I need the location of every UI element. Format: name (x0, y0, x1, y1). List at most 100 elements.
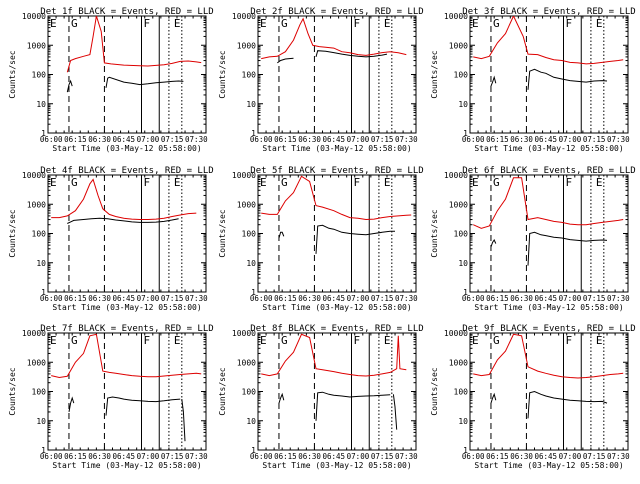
y-axis-label: Counts/sec (430, 367, 439, 415)
series-events-line (315, 391, 391, 421)
y-tick-label: 10000 (444, 171, 468, 180)
y-tick-label: 100 (454, 230, 469, 239)
series-events-line (278, 231, 285, 239)
series-events-line (67, 217, 179, 224)
marker-letter: E (384, 334, 391, 347)
x-tick-label: 06:30 (88, 294, 111, 303)
x-tick-label: 06:00 (250, 294, 273, 303)
y-tick-label: 10000 (444, 329, 468, 338)
y-tick-label: 1000 (27, 41, 46, 50)
marker-letter: E (174, 17, 181, 30)
marker-letter: F (144, 176, 151, 189)
y-tick-label: 1 (251, 129, 256, 138)
panel-title: Det 6f BLACK = Events, RED = LLD (462, 166, 635, 176)
marker-letter: E (174, 176, 181, 189)
y-tick-label: 10 (458, 259, 468, 268)
y-tick-label: 1000 (449, 358, 468, 367)
panel-title: Det 2f BLACK = Events, RED = LLD (250, 7, 423, 17)
x-tick-label: 07:30 (607, 294, 630, 303)
marker-letter: G (281, 17, 288, 30)
x-tick-label: 07:15 (583, 294, 606, 303)
x-tick-label: 06:00 (462, 135, 485, 144)
series-events-line (277, 57, 294, 64)
y-tick-label: 10000 (232, 12, 256, 21)
y-tick-label: 100 (454, 71, 469, 80)
x-tick-label: 07:15 (161, 452, 184, 461)
y-tick-label: 100 (242, 230, 257, 239)
x-tick-label: 06:45 (322, 294, 345, 303)
y-tick-label: 10 (36, 417, 46, 426)
panel-1: Det 1f BLACK = Events, RED = LLD 1 10 100 10… (8, 7, 214, 153)
x-tick-label: 07:30 (395, 294, 418, 303)
y-tick-label: 100 (32, 388, 47, 397)
series-lld-line (261, 333, 407, 377)
y-tick-label: 10000 (22, 329, 46, 338)
x-axis-label: Start Time (03-May-12 05:58:00) (262, 144, 411, 153)
series-events-line (278, 392, 285, 404)
y-tick-label: 100 (454, 388, 469, 397)
x-tick-label: 06:30 (88, 452, 111, 461)
panel-title: Det 3f BLACK = Events, RED = LLD (462, 7, 635, 17)
x-axis-label: Start Time (03-May-12 05:58:00) (474, 144, 623, 153)
y-tick-label: 1 (463, 129, 468, 138)
x-tick-label: 06:45 (534, 294, 557, 303)
series-events-line (105, 396, 181, 416)
x-axis-label: Start Time (03-May-12 05:58:00) (474, 461, 623, 470)
marker-letter: E (50, 17, 57, 30)
marker-letter: E (260, 17, 267, 30)
x-tick-label: 07:30 (607, 135, 630, 144)
panel-title: Det 5f BLACK = Events, RED = LLD (250, 166, 423, 176)
y-tick-label: 10000 (444, 12, 468, 21)
series-events-line (490, 75, 497, 87)
series-events-line (66, 79, 73, 93)
x-tick-label: 07:00 (137, 294, 160, 303)
x-tick-label: 07:15 (371, 452, 394, 461)
y-tick-label: 100 (32, 71, 47, 80)
y-tick-label: 10000 (22, 12, 46, 21)
series-lld-line (473, 16, 624, 65)
panel-2: Det 2f BLACK = Events, RED = LLD 1 10 100 10… (218, 7, 424, 153)
x-tick-label: 06:15 (274, 135, 297, 144)
x-tick-label: 06:30 (298, 294, 321, 303)
series-lld-line (51, 178, 197, 220)
y-tick-label: 1 (251, 446, 256, 455)
x-axis-label: Start Time (03-May-12 05:58:00) (52, 303, 201, 312)
panel-title: Det 7f BLACK = Events, RED = LLD (40, 324, 213, 334)
series-events-line (181, 399, 186, 442)
marker-letter: E (50, 176, 57, 189)
y-axis-label: Counts/sec (430, 50, 439, 98)
marker-letter: G (71, 176, 78, 189)
marker-letter: E (596, 17, 603, 30)
x-tick-label: 06:30 (510, 294, 533, 303)
marker-letter: E (260, 176, 267, 189)
x-tick-label: 07:30 (185, 135, 208, 144)
marker-letter: E (596, 176, 603, 189)
marker-letter: G (493, 17, 500, 30)
marker-letter: E (50, 334, 57, 347)
x-tick-label: 07:00 (347, 452, 370, 461)
y-axis-label: Counts/sec (8, 209, 17, 257)
x-tick-label: 06:00 (40, 452, 63, 461)
x-tick-label: 06:15 (486, 135, 509, 144)
series-lld-line (472, 177, 624, 229)
y-tick-label: 1000 (449, 200, 468, 209)
x-tick-label: 07:00 (347, 135, 370, 144)
series-events-line (315, 50, 388, 58)
x-axis-label: Start Time (03-May-12 05:58:00) (52, 144, 201, 153)
marker-letter: F (354, 334, 361, 347)
y-tick-label: 10000 (232, 171, 256, 180)
x-tick-label: 06:30 (510, 452, 533, 461)
marker-letter: E (384, 17, 391, 30)
y-tick-label: 10000 (232, 329, 256, 338)
y-tick-label: 1000 (449, 41, 468, 50)
x-tick-label: 06:45 (322, 452, 345, 461)
x-tick-label: 06:15 (274, 452, 297, 461)
marker-letter: E (384, 176, 391, 189)
panel-5: Det 5f BLACK = Events, RED = LLD 1 10 100 10… (218, 166, 424, 312)
panel-4: Det 4f BLACK = Events, RED = LLD 1 10 100 10… (8, 166, 214, 312)
x-tick-label: 07:30 (185, 294, 208, 303)
x-tick-label: 06:45 (322, 135, 345, 144)
x-tick-label: 07:00 (559, 452, 582, 461)
y-axis-label: Counts/sec (430, 209, 439, 257)
